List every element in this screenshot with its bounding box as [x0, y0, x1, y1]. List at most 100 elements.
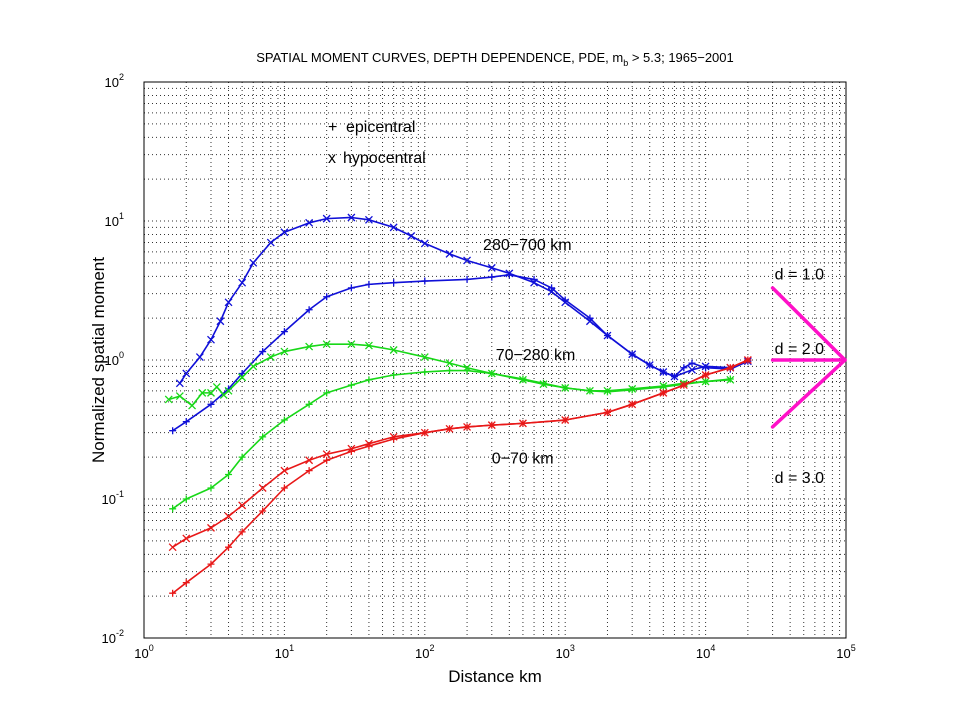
- annotation-label: 0−70 km: [492, 451, 554, 468]
- x-tick-label: 100: [134, 643, 153, 661]
- data-point: [487, 263, 496, 272]
- data-point: [280, 347, 289, 356]
- grid: [144, 82, 846, 638]
- data-point: [488, 421, 496, 429]
- data-point: [445, 249, 454, 258]
- data-point: [224, 512, 233, 521]
- data-point: [182, 579, 190, 587]
- data-point: [407, 232, 416, 240]
- data-point: [702, 371, 710, 379]
- data-point: [421, 368, 429, 376]
- x-tick-label: 104: [696, 643, 715, 661]
- data-point: [421, 429, 429, 437]
- data-point: [539, 379, 547, 387]
- data-point: [390, 435, 398, 443]
- data-point: [207, 523, 215, 532]
- data-point: [628, 400, 636, 408]
- data-point: [169, 505, 177, 513]
- data-point: [323, 456, 331, 464]
- data-point: [182, 534, 191, 543]
- data-point: [463, 275, 471, 283]
- y-tick-label: 10-1: [102, 489, 124, 507]
- data-point: [347, 381, 355, 389]
- chart-title: SPATIAL MOMENT CURVES, DEPTH DEPENDENCE,…: [256, 50, 734, 68]
- data-point: [305, 342, 314, 351]
- data-point: [169, 427, 177, 435]
- data-point: [628, 350, 636, 358]
- data-point: [688, 365, 696, 374]
- data-point: [646, 361, 654, 369]
- data-point: [212, 382, 221, 391]
- data-point: [463, 367, 471, 375]
- slope-line: [770, 286, 847, 362]
- data-point: [365, 376, 373, 384]
- data-point: [266, 353, 275, 362]
- data-point: [561, 296, 569, 304]
- y-tick-label: 100: [105, 350, 124, 368]
- data-point: [305, 218, 314, 227]
- data-point: [280, 484, 288, 492]
- data-point: [463, 423, 471, 431]
- data-point: [238, 373, 247, 382]
- data-point: [446, 425, 454, 433]
- data-point: [259, 348, 267, 356]
- annotation-label: 70−280 km: [496, 347, 576, 364]
- data-point: [224, 386, 233, 395]
- data-point: [530, 275, 538, 283]
- data-point: [195, 353, 204, 362]
- data-point: [266, 238, 275, 247]
- data-point: [744, 356, 752, 364]
- data-point: [259, 507, 267, 515]
- x-tick-label: 102: [415, 643, 434, 661]
- data-point: [216, 317, 225, 326]
- data-point: [182, 495, 190, 503]
- y-tick-label: 101: [105, 211, 124, 229]
- data-point: [628, 386, 636, 394]
- data-point: [390, 279, 398, 287]
- data-point: [726, 364, 734, 372]
- data-point: [280, 466, 289, 475]
- data-point: [305, 306, 313, 314]
- data-point: [322, 340, 331, 349]
- data-point: [702, 378, 710, 386]
- series-layer: [164, 213, 752, 597]
- y-tick-label: 10-2: [102, 628, 124, 646]
- data-point: [258, 484, 267, 492]
- data-point: [323, 389, 331, 397]
- x-tick-label: 103: [555, 643, 574, 661]
- data-point: [207, 484, 215, 492]
- data-point: [323, 293, 331, 301]
- data-point: [390, 371, 398, 379]
- data-point: [389, 223, 398, 232]
- slope-line: [770, 358, 847, 429]
- data-point: [249, 258, 258, 267]
- data-point: [347, 447, 355, 455]
- data-point: [365, 280, 373, 288]
- data-point: [389, 346, 398, 354]
- data-point: [207, 560, 215, 568]
- data-point: [224, 298, 233, 307]
- legend-label-hypocentral: hypocentral: [343, 150, 426, 167]
- data-point: [238, 278, 247, 287]
- data-point: [421, 277, 429, 285]
- data-point: [175, 379, 184, 388]
- data-point: [280, 416, 288, 424]
- data-point: [188, 401, 197, 410]
- data-point: [238, 369, 246, 377]
- data-point: [519, 375, 527, 383]
- data-point: [198, 388, 207, 397]
- data-point: [225, 543, 233, 551]
- data-point: [168, 543, 177, 552]
- x-tick-label: 101: [275, 643, 294, 661]
- data-point: [169, 589, 177, 597]
- annotation-label: d = 2.0: [775, 341, 824, 358]
- data-point: [488, 273, 496, 281]
- data-point: [586, 387, 594, 395]
- data-point: [322, 450, 331, 459]
- data-point: [561, 416, 569, 424]
- data-point: [420, 353, 429, 362]
- data-point: [659, 389, 667, 397]
- data-point: [603, 332, 611, 340]
- series-5: [169, 356, 752, 597]
- data-point: [670, 373, 678, 381]
